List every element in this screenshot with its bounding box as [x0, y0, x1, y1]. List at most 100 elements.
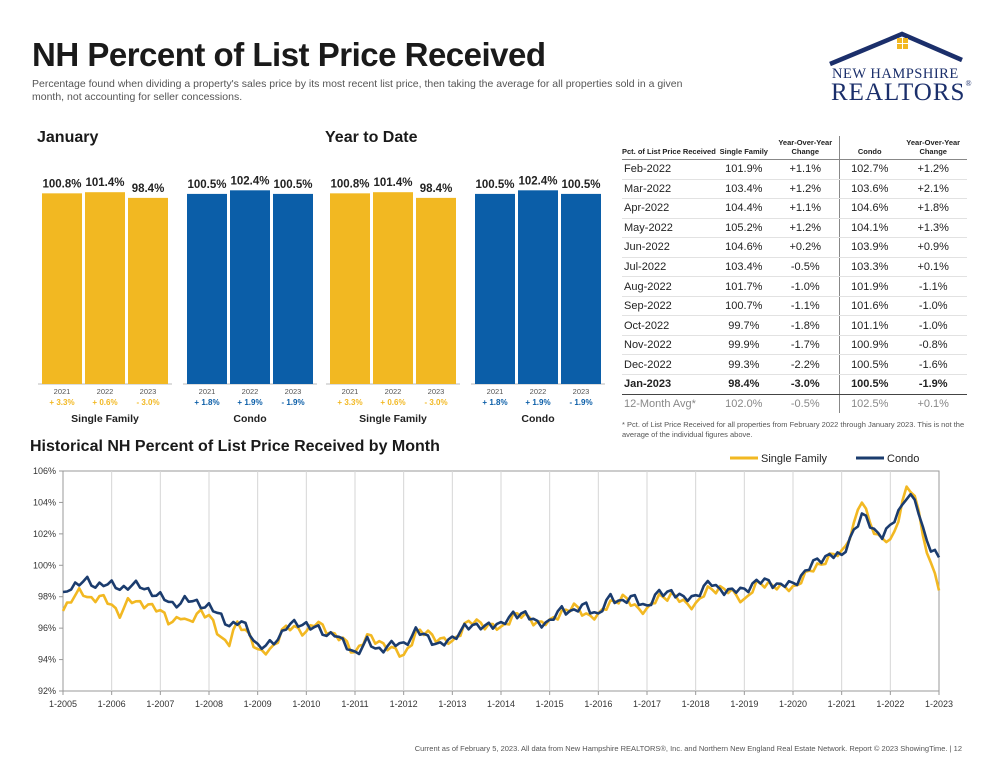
table-header: Pct. of List Price Received — [622, 136, 717, 160]
bar-year-label: 2023 — [428, 387, 445, 396]
bar-change-label: - 3.0% — [136, 398, 159, 407]
bar — [330, 193, 370, 384]
table-header: Year-Over-Year Change — [771, 136, 841, 160]
x-tick-label: 1-2006 — [98, 699, 126, 709]
table-cell: Sep-2022 — [622, 296, 717, 317]
x-tick-label: 1-2010 — [292, 699, 320, 709]
bar-year-label: 2022 — [530, 387, 547, 396]
logo-registered-mark: ® — [965, 79, 973, 88]
table-cell: +1.2% — [771, 218, 841, 239]
table-cell: 103.4% — [716, 179, 772, 200]
bar — [373, 192, 413, 384]
bar-year-label: 2023 — [140, 387, 157, 396]
table-cell: +0.9% — [899, 237, 967, 258]
table-cell: May-2022 — [622, 218, 717, 239]
y-tick-label: 104% — [33, 497, 56, 507]
table-cell: +0.2% — [771, 237, 841, 258]
table-cell: -3.0% — [771, 374, 841, 395]
table-cell: 100.7% — [716, 296, 772, 317]
bar — [416, 197, 456, 384]
x-tick-label: 1-2015 — [536, 699, 564, 709]
bar-change-label: + 1.8% — [194, 398, 219, 407]
bar-value-label: 100.5% — [187, 179, 226, 191]
table-cell: 100.5% — [839, 374, 900, 395]
page-subtitle: Percentage found when dividing a propert… — [32, 78, 683, 103]
table-cell: Nov-2022 — [622, 335, 717, 356]
table-cell: 103.4% — [716, 257, 772, 278]
page-title: NH Percent of List Price Received — [32, 36, 546, 73]
bar-year-label: 2022 — [97, 387, 114, 396]
x-tick-label: 1-2011 — [341, 699, 368, 709]
table-cell: 100.5% — [839, 354, 900, 376]
table-row: Mar-2022 103.4% +1.2% 103.6% +2.1% — [622, 179, 967, 200]
table-row: Feb-2022 101.9% +1.1% 102.7% +1.2% — [622, 159, 967, 180]
monthly-table: Pct. of List Price Received Single Famil… — [622, 136, 967, 414]
table-cell: 12-Month Avg* — [624, 397, 696, 410]
table-cell: -1.6% — [899, 354, 967, 376]
table-cell: 103.3% — [839, 257, 900, 278]
x-tick-label: 1-2009 — [244, 699, 272, 709]
bar-group-label: Single Family — [71, 413, 139, 425]
series-line — [61, 485, 941, 658]
table-cell: 101.9% — [839, 276, 900, 297]
table-cell: +0.1% — [917, 397, 949, 410]
table-footnote: * Pct. of List Price Received for all pr… — [622, 420, 965, 439]
bar-value-label: 100.8% — [42, 178, 81, 190]
bar-value-label: 101.4% — [85, 177, 124, 189]
bar-change-label: + 1.9% — [237, 398, 262, 407]
bar — [475, 193, 515, 384]
table-cell: +1.2% — [771, 179, 841, 200]
bar — [273, 193, 313, 384]
table-cell: 104.1% — [839, 218, 900, 239]
table-cell: -1.9% — [899, 374, 967, 395]
x-tick-label: 1-2013 — [438, 699, 466, 709]
logo-line2: REALTORS® — [831, 79, 973, 107]
table-cell: Oct-2022 — [622, 315, 717, 336]
x-tick-label: 1-2017 — [633, 699, 661, 709]
logo-line1: NEW HAMPSHIRE — [832, 66, 959, 82]
bar-change-label: + 3.3% — [337, 398, 362, 407]
bar-year-label: 2023 — [573, 387, 590, 396]
ytd-heading: Year to Date — [325, 129, 418, 146]
bar-change-label: + 0.6% — [92, 398, 117, 407]
bar — [187, 193, 227, 384]
table-cell: -1.1% — [899, 276, 967, 297]
bar-change-label: - 1.9% — [281, 398, 304, 407]
realtors-logo: NEW HAMPSHIRE REALTORS® — [826, 30, 972, 106]
bar-year-label: 2022 — [385, 387, 402, 396]
historical-chart-title: Historical NH Percent of List Price Rece… — [30, 438, 440, 455]
series-line — [62, 492, 941, 656]
table-cell: -2.2% — [771, 354, 841, 376]
y-tick-label: 106% — [33, 466, 56, 476]
bar-year-label: 2021 — [342, 387, 359, 396]
table-avg-row: 12-Month Avg* 102.0% -0.5% 102.5% +0.1% — [622, 394, 967, 414]
table-cell: 105.2% — [716, 218, 772, 239]
logo-line2-text: REALTORS — [831, 79, 966, 106]
table-row: Jan-2023 98.4% -3.0% 100.5% -1.9% — [622, 374, 967, 395]
january-bar-chart: 100.8% 2021 + 3.3% 101.4% 2022 + 0.6% 98.4% 202… — [38, 175, 317, 425]
table-cell: +2.1% — [899, 179, 967, 200]
table-cell: -0.5% — [771, 257, 841, 278]
bar-year-label: 2022 — [242, 387, 259, 396]
table-cell: -1.0% — [771, 276, 841, 297]
bar-group-label: Condo — [521, 413, 554, 425]
bar-value-label: 102.4% — [230, 175, 269, 187]
table-row: Jul-2022 103.4% -0.5% 103.3% +0.1% — [622, 257, 967, 278]
table-cell: Aug-2022 — [622, 276, 717, 297]
bar-value-label: 100.5% — [475, 179, 514, 191]
historical-line-chart: 1-2005 1-2006 1-2007 1-2008 1-2009 1-2010 1-20… — [33, 453, 953, 709]
table-cell: +1.8% — [899, 198, 967, 219]
page-footer: Current as of February 5, 2023. All data… — [414, 744, 962, 753]
bar-change-label: + 1.8% — [482, 398, 507, 407]
bar-value-label: 101.4% — [373, 177, 412, 189]
y-tick-label: 100% — [33, 560, 56, 570]
bar — [128, 197, 168, 384]
table-cell: 102.0% — [725, 397, 763, 410]
table-cell: +1.2% — [899, 159, 967, 180]
bar-change-label: - 3.0% — [424, 398, 447, 407]
table-body: Feb-2022 101.9% +1.1% 102.7% +1.2% Mar-2022 10… — [622, 159, 967, 414]
bar-change-label: + 3.3% — [49, 398, 74, 407]
x-tick-label: 1-2008 — [195, 699, 223, 709]
x-tick-label: 1-2007 — [146, 699, 174, 709]
table-cell: 104.6% — [839, 198, 900, 219]
